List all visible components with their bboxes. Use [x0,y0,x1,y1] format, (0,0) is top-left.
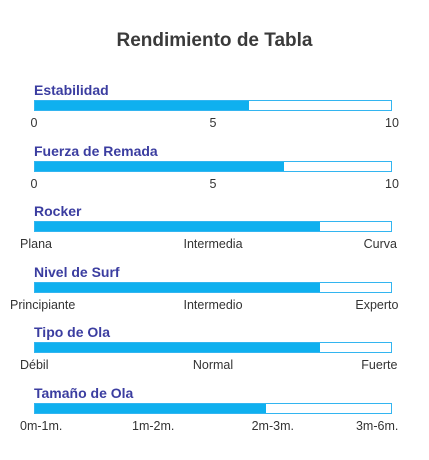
tick-label: 2m-3m. [251,418,294,433]
metric-label: Tamaño de Ola [34,384,134,401]
tick-label: 3m-6m. [355,418,399,433]
tick-label: Curva [363,237,398,251]
tick-label: Normal [192,358,234,372]
bar-track [34,402,392,414]
bar-track [34,100,392,111]
metric-row: Tipo de Ola Débil Normal Fuerte [0,324,429,380]
tick-label: Plana [20,237,52,251]
bar-track [34,221,392,232]
metric-row: Nivel de Surf Principiante Intermedio Exper… [0,264,429,320]
tick-label: Intermedio [183,297,243,312]
tick-label: 1m-2m. [132,418,175,433]
metric-label: Estabilidad [34,82,109,98]
metric-row: Tamaño de Ola 0m-1m. 1m-2m. 2m-3m. 3m-6m. [0,385,429,441]
bar-fill [35,161,285,171]
metric-row: Estabilidad 0 5 10 [0,82,429,138]
tick-label: 10 [385,116,399,130]
tick-label: 0 [30,176,38,191]
bar-fill [35,101,249,110]
bar-track [34,342,392,353]
metric-label: Rocker [34,203,82,219]
bar-fill [35,343,320,352]
tick-label: Principiante [10,297,76,312]
metric-label: Tipo de Ola [34,324,110,340]
metric-row: Rocker Plana Intermedia Curva [0,203,429,259]
metric-label: Fuerza de Remada [34,142,158,159]
tick-label: 10 [385,176,399,191]
tick-label: Intermedia [183,237,243,251]
bar-track [34,160,392,172]
tick-label: 5 [209,116,217,130]
tick-label: Experto [355,297,399,312]
metric-row: Fuerza de Remada 0 5 10 [0,143,429,199]
metric-label: Nivel de Surf [34,263,120,280]
tick-label: 0m-1m. [20,418,63,433]
bar-fill [35,222,320,231]
tick-label: Débil [20,358,49,372]
tick-label: 5 [209,176,217,191]
bar-fill [35,282,320,292]
chart-title: Rendimiento de Tabla [116,30,313,51]
bar-fill [35,403,267,413]
tick-label: Fuerte [361,358,398,372]
bar-track [34,281,392,293]
tick-label: 0 [30,116,38,130]
